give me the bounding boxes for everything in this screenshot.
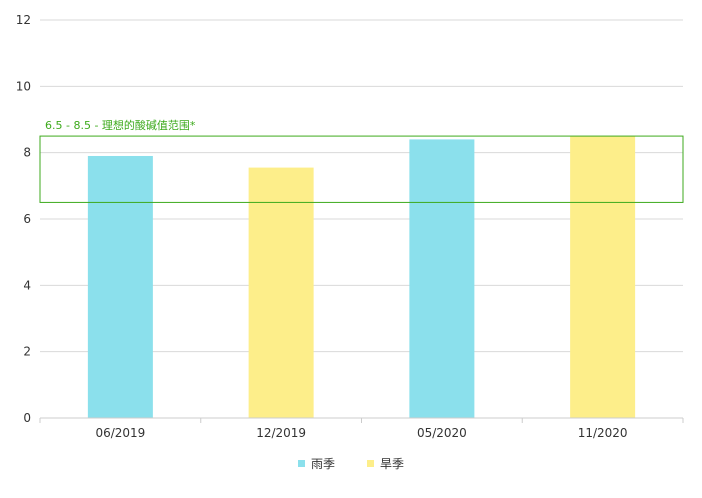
y-tick-label: 0: [23, 411, 31, 425]
legend-item-dry[interactable]: 旱季: [367, 455, 404, 472]
legend-item-rainy[interactable]: 雨季: [297, 455, 335, 472]
legend-label-dry: 旱季: [380, 457, 405, 471]
bar-chart: 0 2 4 6 8 10 12 06/2019 12/2019 05/2020 11/2020 6.5…: [16, 13, 684, 440]
bar[interactable]: [87, 155, 153, 418]
bar[interactable]: [248, 167, 314, 418]
legend: 雨季 旱季: [0, 455, 702, 472]
bar[interactable]: [570, 136, 636, 419]
bar[interactable]: [409, 139, 475, 418]
y-tick-label: 12: [16, 13, 31, 27]
y-tick-label: 10: [16, 79, 31, 93]
y-tick-label: 8: [23, 146, 31, 160]
legend-swatch-rainy: [297, 460, 305, 467]
x-tick-label: 05/2020: [417, 426, 467, 440]
ideal-range-band: [39, 135, 684, 203]
y-tick-label: 6: [23, 212, 31, 226]
legend-swatch-dry: [367, 460, 374, 467]
x-tick-label: 06/2019: [95, 426, 145, 440]
x-tick-label: 12/2019: [256, 426, 306, 440]
y-tick-label: 4: [23, 278, 31, 292]
y-tick-label: 2: [23, 345, 31, 359]
legend-label-rainy: 雨季: [310, 457, 335, 471]
x-tick-label: 11/2020: [578, 426, 628, 440]
ideal-range-label: 6.5 - 8.5 - 理想的酸碱值范围*: [45, 118, 196, 132]
